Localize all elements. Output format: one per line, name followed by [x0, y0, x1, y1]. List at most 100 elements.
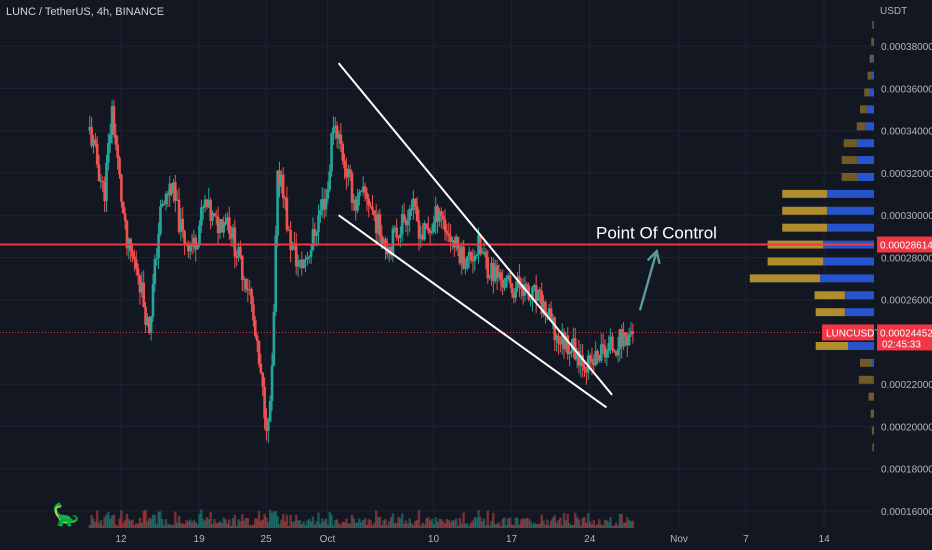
candle-body	[155, 258, 159, 260]
x-tick-label: 14	[819, 534, 831, 545]
candle-body	[108, 134, 112, 144]
volume-bar	[148, 517, 151, 528]
volume-bar	[492, 512, 495, 528]
volume-bar	[116, 525, 119, 528]
volume-bar	[611, 525, 614, 528]
candle-body	[531, 287, 534, 300]
wedge-lower-line[interactable]	[338, 214, 608, 409]
volume-bar	[92, 518, 95, 528]
candle-body	[412, 198, 415, 211]
volume-bar	[187, 521, 190, 528]
candle-body	[259, 363, 263, 373]
volume-bar	[278, 524, 281, 528]
candle-body	[110, 106, 114, 135]
candle-body	[432, 222, 436, 232]
candle-body	[270, 365, 274, 402]
volume-profile-bar-blue	[872, 54, 874, 63]
volume-bar	[514, 517, 517, 528]
candle-body	[566, 335, 570, 355]
volume-bar	[629, 521, 633, 528]
candle-body	[207, 199, 211, 208]
candle-body	[134, 259, 138, 269]
volume-bar	[347, 523, 350, 528]
candle-body	[564, 335, 568, 350]
candle-body	[246, 289, 250, 291]
volume-bar	[324, 518, 328, 528]
volume-bar	[542, 520, 545, 528]
volume-profile-bar-blue	[823, 257, 874, 266]
volume-bar	[242, 520, 246, 528]
volume-bar	[380, 525, 383, 528]
volume-bar	[432, 523, 436, 528]
volume-profile-bar-blue	[827, 189, 874, 198]
volume-bar	[601, 525, 605, 528]
breakout-arrow-shaft[interactable]	[638, 250, 658, 311]
candle-body	[421, 234, 424, 240]
volume-bar	[462, 512, 465, 528]
candle-body	[590, 358, 594, 363]
candle-body	[594, 350, 597, 366]
volume-bar	[507, 518, 510, 528]
candle-body	[227, 217, 231, 234]
volume-bar	[594, 525, 597, 528]
symbol-title[interactable]: LUNC / TetherUS, 4h, BINANCE	[6, 6, 165, 18]
volume-bar	[518, 524, 521, 528]
last-symbol-label: LUNCUSDT	[826, 328, 880, 339]
candle-body	[160, 203, 164, 207]
volume-bar	[105, 514, 108, 528]
volume-bar	[562, 512, 566, 528]
candle-body	[376, 214, 380, 234]
candle-body	[274, 235, 278, 312]
candle-body	[250, 288, 253, 305]
volume-bar	[268, 509, 272, 528]
last-symbol-tag	[822, 324, 874, 341]
volume-bar	[120, 510, 123, 528]
volume-bar	[436, 521, 439, 528]
candle-body	[192, 237, 196, 247]
candle-body	[588, 355, 592, 359]
volume-bar	[605, 520, 609, 528]
candle-body	[484, 251, 488, 258]
volume-bar	[237, 519, 240, 528]
volume-bar	[477, 509, 480, 528]
volume-bar	[216, 523, 220, 528]
candle-body	[175, 199, 179, 201]
volume-bar	[497, 522, 501, 528]
volume-bar	[350, 514, 354, 528]
candle-body	[283, 197, 287, 199]
candle-body	[393, 227, 397, 229]
candle-body	[598, 355, 601, 361]
candle-body	[315, 232, 318, 236]
volume-profile-bar-blue	[872, 37, 874, 46]
candle-body	[367, 198, 371, 206]
volume-bar	[404, 520, 408, 528]
volume-bar	[285, 514, 289, 528]
volume-bar	[94, 521, 97, 528]
volume-bar	[166, 524, 170, 528]
volume-bar	[356, 522, 359, 528]
volume-bar	[259, 520, 263, 528]
countdown-timer: 02:45:33	[882, 339, 921, 350]
candle-body	[268, 401, 272, 422]
volume-bar	[581, 517, 584, 528]
volume-bar	[133, 525, 136, 528]
volume-bar	[434, 517, 437, 528]
candle-body	[88, 126, 92, 131]
candle-body	[568, 351, 571, 355]
volume-bar	[551, 517, 555, 528]
volume-bar	[90, 515, 93, 528]
volume-bar	[235, 525, 238, 528]
candle-body	[592, 362, 596, 366]
candle-body	[365, 192, 369, 199]
candle-body	[188, 245, 192, 252]
volume-bar	[553, 515, 556, 528]
candle-body	[151, 284, 155, 317]
volume-bar	[339, 524, 343, 528]
x-tick-label: 17	[506, 534, 518, 545]
volume-bar	[252, 524, 255, 528]
volume-bar	[164, 519, 168, 528]
wedge-upper-line[interactable]	[337, 62, 613, 396]
volume-bar	[464, 523, 467, 528]
candle-body	[287, 229, 291, 231]
candle-body	[583, 366, 586, 371]
